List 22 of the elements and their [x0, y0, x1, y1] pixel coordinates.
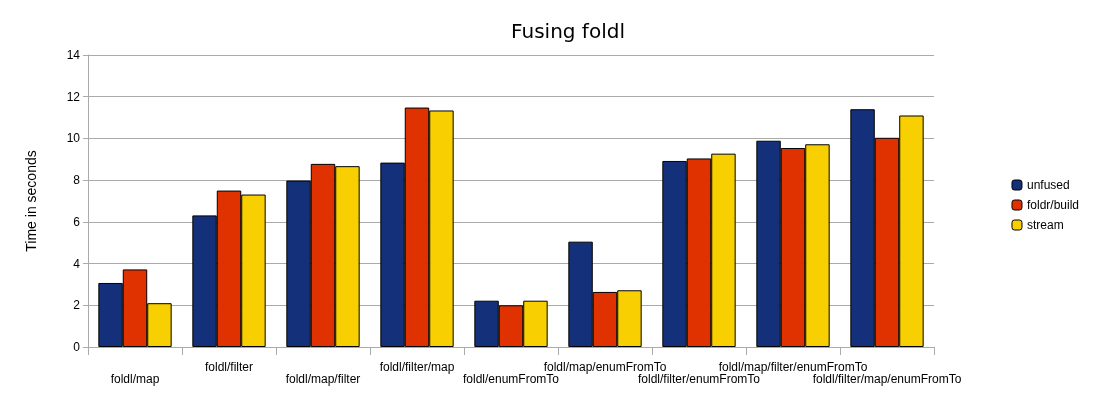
x-tick-label: foldl/filter/enumFromTo [637, 372, 761, 386]
legend-label: foldr/build [1026, 198, 1079, 212]
x-tick-label: foldl/filter [204, 360, 254, 374]
y-tick-label: 2 [73, 298, 81, 313]
x-tick-label: foldl/filter/map/enumFromTo [812, 372, 962, 386]
x-tick-label: foldl/enumFromTo [462, 372, 560, 386]
y-tick-label: 14 [66, 48, 81, 62]
y-tick-label: 4 [73, 256, 81, 271]
legend-label: stream [1026, 218, 1064, 232]
x-tick-label: foldl/map [110, 372, 160, 386]
y-tick-label: 10 [66, 131, 81, 146]
legend-label: unfused [1026, 178, 1070, 192]
y-tick-label: 0 [73, 340, 81, 354]
y-axis-title: Time in seconds [23, 150, 39, 252]
y-tick-label: 6 [73, 214, 81, 229]
x-tick-label: foldl/filter/map [379, 360, 455, 374]
chart-title: Fusing foldl [511, 19, 625, 43]
y-tick-label: 8 [73, 173, 81, 188]
y-tick-label: 12 [66, 89, 81, 104]
x-tick-label: foldl/map/filter [285, 372, 361, 386]
x-tick-label: foldl/map/filter/enumFromTo [718, 360, 868, 374]
x-tick-label: foldl/map/enumFromTo [543, 360, 667, 374]
